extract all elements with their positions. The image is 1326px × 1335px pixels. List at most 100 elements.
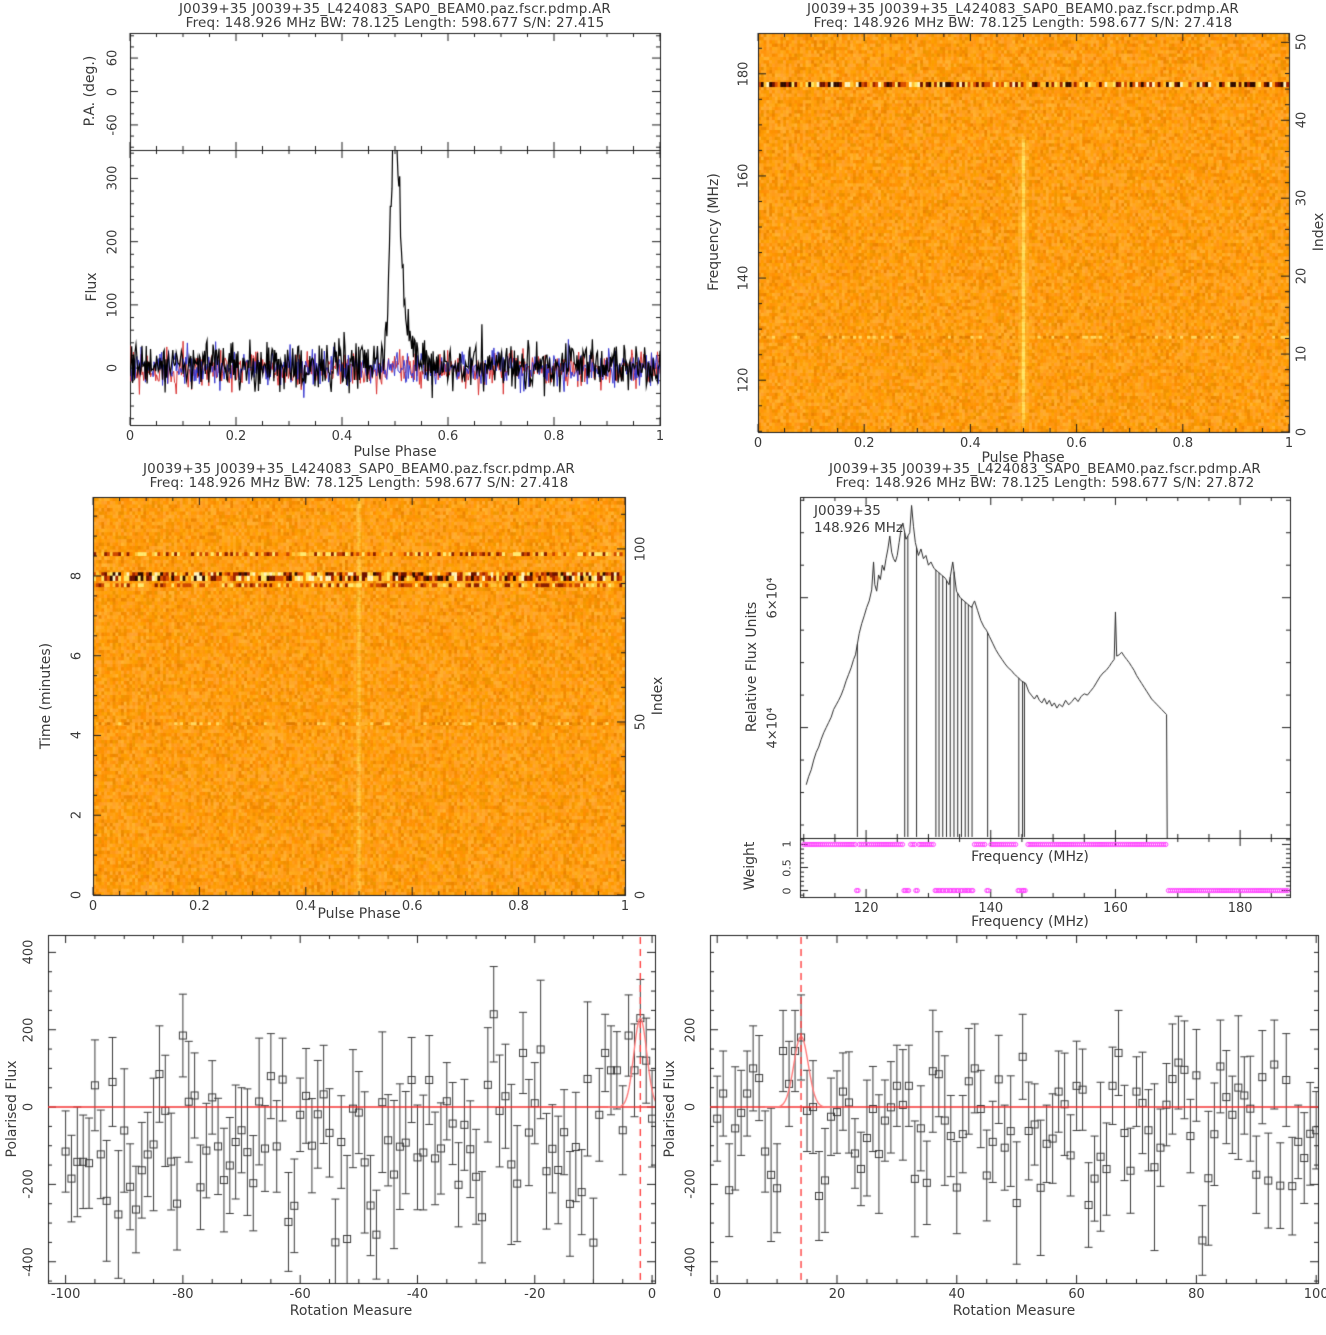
pa-axis-label: P.A. (deg.) — [82, 55, 98, 127]
tick-label: 20 — [828, 1287, 846, 1302]
rotation-measure-axis-label: Rotation Measure — [289, 1303, 413, 1319]
tick-label: 200 — [21, 1017, 37, 1043]
panel-subtitle: Freq: 148.926 MHz BW: 78.125 Length: 598… — [185, 15, 605, 31]
tick-label: -80 — [172, 1287, 194, 1302]
tick-label: 140 — [978, 901, 1004, 916]
time-axis-label: Time (minutes) — [38, 642, 54, 750]
tick-label: 200 — [105, 229, 121, 255]
tick-label: 0.6 — [437, 429, 459, 444]
tick-label: 0 — [105, 363, 121, 373]
tick-label: 0 — [683, 1102, 699, 1112]
flux-axis-label: Flux — [84, 272, 100, 302]
tick-label: 140 — [736, 265, 752, 291]
tick-label: 0.2 — [853, 436, 875, 451]
tick-label: 100 — [1303, 1287, 1326, 1302]
frequency-axis-bottom-label: Frequency (MHz) — [971, 914, 1089, 930]
tick-label: 50 — [1294, 34, 1310, 51]
tick-label: 1 — [780, 840, 794, 848]
tick-label: 0.5 — [780, 858, 794, 877]
pulse-phase-axis-label: Pulse Phase — [317, 906, 401, 922]
tick-label: 0 — [105, 87, 121, 96]
tick-label: -60 — [105, 114, 121, 136]
tick-label: 4×10⁴ — [765, 707, 781, 749]
panel-title: J0039+35 J0039+35_L424083_SAP0_BEAM0.paz… — [179, 1, 611, 17]
tick-label: 4 — [69, 731, 85, 740]
panel-subtitle: Freq: 148.926 MHz BW: 78.125 Length: 598… — [835, 475, 1255, 491]
frequency-axis-label: Frequency (MHz) — [706, 173, 722, 291]
tick-label: 50 — [633, 713, 649, 731]
tick-label: 1 — [655, 429, 665, 444]
source-name-annotation: J0039+35 — [814, 503, 881, 519]
centre-frequency-annotation: 148.926 MHz — [814, 520, 904, 536]
tick-label: -40 — [406, 1287, 429, 1302]
tick-label: 40 — [1294, 112, 1310, 129]
tick-label: 0.4 — [960, 436, 981, 451]
tick-label: 0.8 — [508, 899, 529, 914]
polarised-flux-axis-label: Polarised Flux — [662, 1060, 678, 1158]
tick-label: 30 — [1294, 189, 1310, 207]
tick-label: 80 — [1188, 1287, 1205, 1302]
tick-label: 0 — [647, 1287, 657, 1302]
tick-label: -100 — [50, 1287, 81, 1302]
weight-axis-label: Weight — [742, 841, 758, 891]
panel-title: J0039+35 J0039+35_L424083_SAP0_BEAM0.paz… — [143, 461, 575, 477]
pulse-phase-axis-label: Pulse Phase — [353, 444, 437, 460]
tick-label: 160 — [736, 163, 752, 189]
tick-label: 100 — [633, 536, 649, 562]
tick-label: 180 — [736, 61, 752, 87]
tick-label: 120 — [736, 367, 752, 393]
tick-label: 0.6 — [1066, 436, 1087, 451]
tick-label: 200 — [683, 1017, 699, 1043]
tick-label: 1 — [620, 899, 630, 914]
relative-flux-axis-label: Relative Flux Units — [744, 601, 760, 733]
index-axis-label: Index — [1311, 212, 1326, 252]
tick-label: 100 — [105, 292, 121, 318]
tick-label: 6×10⁴ — [765, 577, 781, 619]
tick-label: -200 — [683, 1169, 699, 1200]
tick-label: 0.8 — [1172, 436, 1194, 451]
frequency-axis-inner-label: Frequency (MHz) — [971, 849, 1089, 865]
tick-label: 0 — [125, 429, 135, 444]
tick-label: 0 — [88, 899, 98, 914]
tick-label: 0.8 — [543, 429, 565, 444]
tick-label: 60 — [1068, 1287, 1085, 1302]
tick-label: 60 — [105, 49, 121, 67]
panel-title: J0039+35 J0039+35_L424083_SAP0_BEAM0.paz… — [829, 461, 1261, 477]
tick-label: 0 — [713, 1287, 722, 1302]
pulse-phase-axis-label: Pulse Phase — [981, 450, 1065, 466]
tick-label: 1 — [1284, 436, 1294, 451]
index-axis-label: Index — [650, 676, 666, 716]
tick-label: 160 — [1103, 901, 1128, 916]
tick-label: -60 — [289, 1287, 311, 1302]
tick-label: -400 — [21, 1246, 37, 1277]
tick-label: 400 — [21, 939, 37, 965]
tick-label: 0 — [780, 887, 794, 895]
tick-label: 0 — [753, 436, 763, 451]
tick-label: 40 — [948, 1287, 966, 1302]
panel-subtitle: Freq: 148.926 MHz BW: 78.125 Length: 598… — [813, 15, 1233, 31]
tick-label: 0 — [1294, 427, 1310, 437]
tick-label: 180 — [1227, 901, 1253, 916]
rotation-measure-axis-label: Rotation Measure — [952, 1303, 1076, 1319]
tick-label: 10 — [1294, 345, 1310, 363]
tick-label: 0.6 — [401, 899, 423, 914]
tick-label: 2 — [69, 811, 85, 820]
panel-subtitle: Freq: 148.926 MHz BW: 78.125 Length: 598… — [149, 475, 569, 491]
tick-label: 300 — [105, 166, 121, 191]
tick-label: 0 — [69, 890, 85, 900]
tick-label: 6 — [69, 651, 85, 660]
tick-label: 0 — [21, 1102, 37, 1112]
tick-label: 20 — [1294, 267, 1310, 285]
tick-label: 120 — [853, 901, 879, 916]
tick-label: -20 — [524, 1287, 546, 1302]
tick-label: 0.4 — [295, 899, 317, 914]
tick-label: 8 — [69, 571, 85, 581]
tick-label: -200 — [21, 1169, 37, 1200]
panel-title: J0039+35 J0039+35_L424083_SAP0_BEAM0.paz… — [807, 1, 1239, 17]
tick-label: -400 — [683, 1246, 699, 1277]
tick-label: 0.2 — [225, 429, 247, 444]
tick-label: 0.2 — [189, 899, 210, 914]
polarised-flux-axis-label: Polarised Flux — [4, 1060, 20, 1158]
